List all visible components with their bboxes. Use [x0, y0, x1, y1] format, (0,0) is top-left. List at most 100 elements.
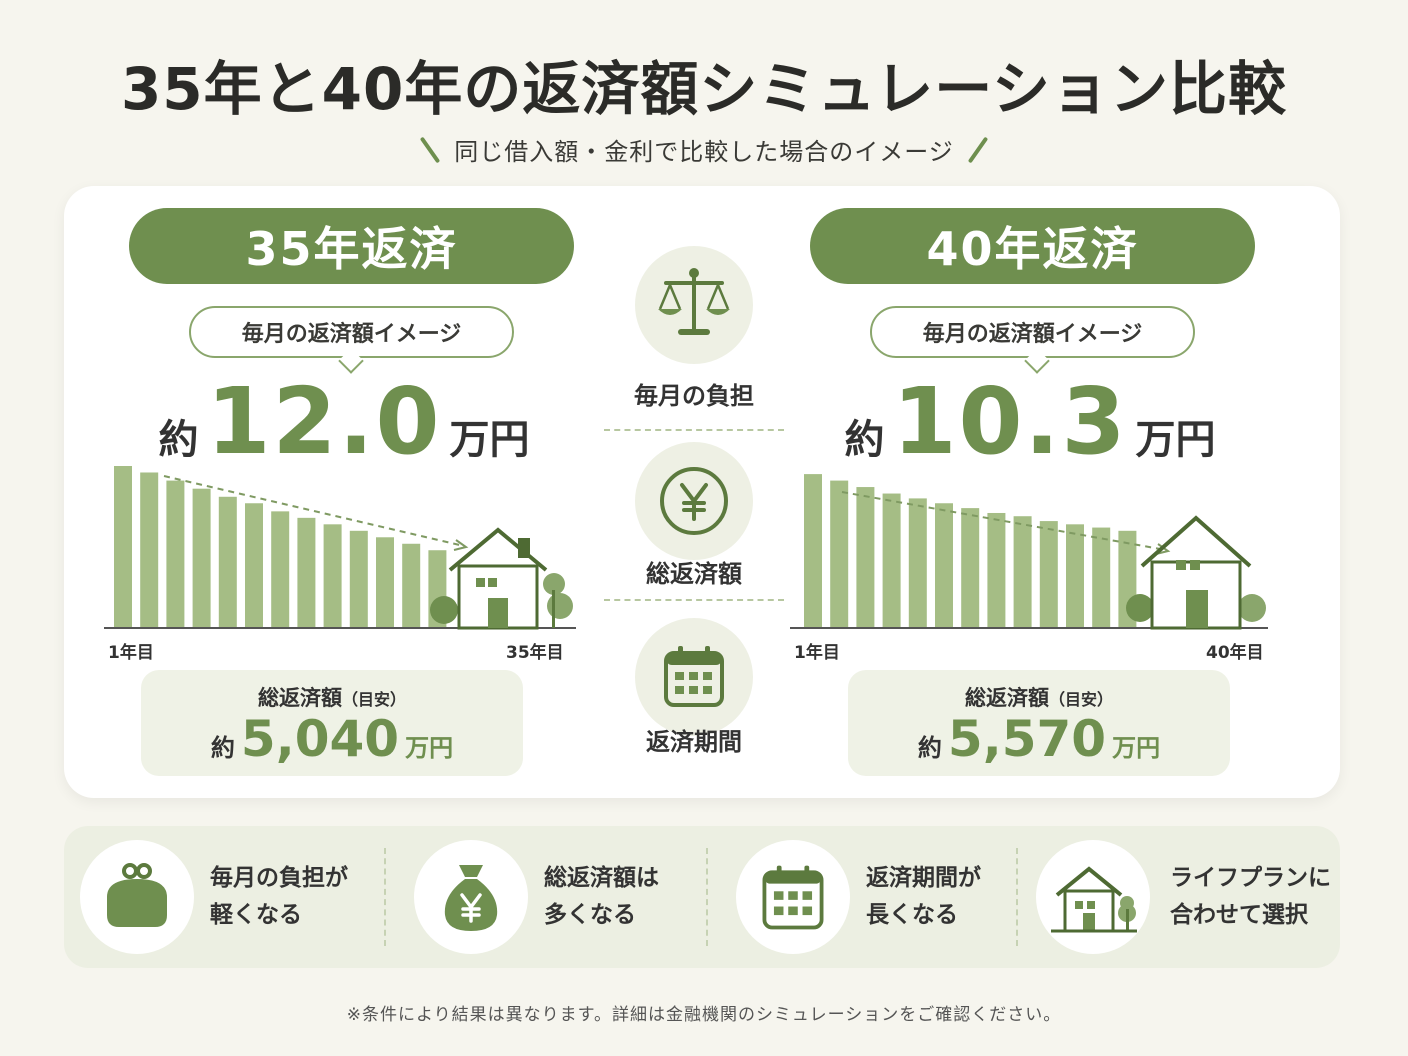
monthly-value: 10.3	[892, 368, 1128, 475]
yen-icon	[635, 442, 753, 560]
divider	[706, 848, 708, 946]
divider	[604, 599, 784, 601]
bar	[402, 543, 421, 628]
bar-chart	[790, 474, 1268, 630]
total-unit: 万円	[405, 734, 454, 762]
bar	[349, 530, 368, 628]
axis-label-total: 総返済額	[646, 560, 742, 588]
summary-text: ライフプランに 合わせて選択	[1170, 860, 1340, 934]
bar	[323, 524, 342, 628]
decor-slash-left	[419, 136, 441, 163]
summary-text: 総返済額は 多くなる	[544, 860, 714, 934]
house-icon	[1036, 840, 1150, 954]
bar	[830, 480, 849, 628]
total-note: （目安）	[341, 690, 406, 709]
bar	[192, 488, 211, 628]
bar	[804, 474, 822, 628]
axis-label-period: 返済期間	[646, 728, 742, 756]
calendar-icon	[736, 840, 850, 954]
divider	[604, 429, 784, 431]
trend-arrow-head	[453, 539, 469, 551]
summary-item-lifeplan: ライフプランに 合わせて選択	[1020, 826, 1331, 968]
bar	[376, 537, 394, 628]
comparison-axes: 毎月の負担 総返済額 返済期間	[594, 186, 794, 798]
panel-40-years: 40年返済 毎月の返済額イメージ 約 10.3 万円 1年目 40年目	[790, 186, 1270, 798]
axis-start-label: 1年目	[108, 643, 154, 663]
total-value-row: 約 5,040 万円	[141, 710, 523, 768]
trend-arrow	[163, 475, 465, 547]
summary-line2: 合わせて選択	[1170, 902, 1308, 928]
bar	[1092, 527, 1111, 628]
summary-line2: 多くなる	[544, 902, 636, 928]
summary-line1: 毎月の負担が	[210, 865, 348, 891]
summary-text: 返済期間が 長くなる	[866, 860, 1036, 934]
bar	[987, 512, 1006, 628]
bar	[1066, 524, 1084, 628]
total-prefix: 約	[210, 734, 235, 762]
monthly-payment: 約 12.0 万円	[104, 368, 584, 475]
monthly-prefix: 約	[844, 417, 885, 463]
subtitle-row: 同じ借入額・金利で比較した場合のイメージ	[0, 132, 1408, 167]
house-icon	[1126, 515, 1266, 630]
total-label-row: 総返済額（目安）	[141, 682, 523, 712]
total-label-row: 総返済額（目安）	[848, 682, 1230, 712]
summary-line2: 軽くなる	[210, 902, 302, 928]
monthly-prefix: 約	[158, 417, 199, 463]
divider	[384, 848, 386, 946]
total-value: 5,040	[240, 710, 400, 768]
bar	[961, 508, 980, 628]
summary-strip: 毎月の負担が 軽くなる 総返済額は 多くなる	[64, 826, 1340, 968]
footnote: ※条件により結果は異なります。詳細は金融機関のシミュレーションをご確認ください。	[346, 1005, 1062, 1025]
axis-start-label: 1年目	[794, 643, 840, 663]
monthly-payment: 約 10.3 万円	[790, 368, 1270, 475]
bar	[856, 487, 875, 628]
monthly-value: 12.0	[206, 368, 442, 475]
summary-line1: 返済期間が	[866, 865, 981, 891]
monthly-unit: 万円	[1135, 417, 1216, 463]
total-repayment-box: 総返済額（目安） 約 5,570 万円	[848, 670, 1230, 776]
bar	[271, 511, 290, 628]
bar	[218, 496, 237, 628]
bar	[882, 493, 901, 628]
bar	[140, 472, 159, 628]
summary-text: 毎月の負担が 軽くなる	[210, 860, 380, 934]
bar	[1039, 521, 1058, 628]
bar	[297, 517, 316, 628]
total-label: 総返済額	[257, 686, 342, 710]
axis-end-label: 40年目	[1206, 643, 1264, 663]
page-title: 35年と40年の返済額シミュレーション比較	[120, 55, 1288, 123]
house-icon	[430, 527, 573, 630]
bar	[245, 503, 263, 628]
wallet-icon	[80, 840, 194, 954]
plan-header: 40年返済	[810, 208, 1255, 284]
summary-item-period: 返済期間が 長くなる	[720, 826, 1030, 968]
plan-header: 35年返済	[129, 208, 574, 284]
summary-line1: ライフプランに	[1170, 865, 1331, 891]
summary-item-total: 総返済額は 多くなる	[398, 826, 708, 968]
summary-item-monthly: 毎月の負担が 軽くなる	[64, 826, 374, 968]
axis-label-monthly: 毎月の負担	[634, 382, 754, 410]
monthly-unit: 万円	[449, 417, 530, 463]
panel-35-years: 35年返済 毎月の返済額イメージ 約 12.0 万円	[104, 186, 584, 798]
divider	[1016, 848, 1018, 946]
bar	[1013, 516, 1032, 628]
calendar-icon	[635, 618, 753, 736]
total-prefix: 約	[917, 734, 942, 762]
monthly-bubble: 毎月の返済額イメージ	[870, 306, 1195, 358]
total-unit: 万円	[1112, 734, 1161, 762]
total-value-row: 約 5,570 万円	[848, 710, 1230, 768]
bar	[935, 503, 953, 628]
bar	[908, 498, 927, 628]
total-note: （目安）	[1048, 690, 1113, 709]
total-repayment-box: 総返済額（目安） 約 5,040 万円	[141, 670, 523, 776]
summary-line1: 総返済額は	[544, 865, 659, 891]
comparison-card: 35年返済 毎月の返済額イメージ 約 12.0 万円	[64, 186, 1340, 798]
total-label: 総返済額	[964, 686, 1049, 710]
bar	[114, 466, 132, 628]
bar	[166, 480, 185, 628]
bar-chart	[104, 466, 576, 630]
scale-icon	[635, 246, 753, 364]
money-bag-icon	[414, 840, 528, 954]
total-value: 5,570	[947, 710, 1107, 768]
subtitle: 同じ借入額・金利で比較した場合のイメージ	[454, 138, 954, 166]
